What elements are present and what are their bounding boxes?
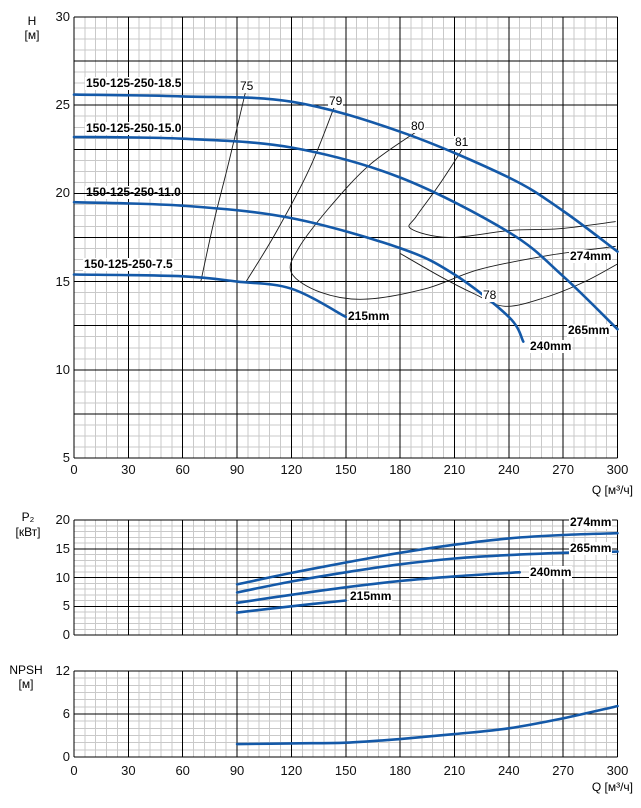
x-tick-label: 210 bbox=[443, 462, 466, 477]
curve-240mm bbox=[235, 571, 521, 605]
x-tick-label: 270 bbox=[552, 462, 574, 477]
head-axis-unit: [м] bbox=[24, 28, 40, 42]
efficiency-contour-80 bbox=[289, 131, 616, 300]
efficiency-contour-75 bbox=[200, 89, 247, 282]
curve-label-model-18-5: 150-125-250-18.5 bbox=[85, 76, 183, 90]
x-tick-label: 0 bbox=[70, 763, 78, 778]
curve-label-265mm-power: 265mm bbox=[569, 541, 613, 555]
curve-label-265mm-head: 265mm bbox=[567, 323, 611, 337]
x-tick-label: 300 bbox=[606, 763, 629, 778]
curve-label-240mm-power: 240mm bbox=[529, 565, 573, 579]
x-tick-label: 270 bbox=[552, 763, 574, 778]
x-tick-label: 30 bbox=[121, 462, 136, 477]
power-axis-unit: [кВт] bbox=[15, 525, 41, 539]
x-tick-label: 0 bbox=[70, 462, 78, 477]
flow-axis-title-bottom: Q [м³/ч] bbox=[591, 780, 633, 794]
npsh-axis-unit: [м] bbox=[18, 677, 34, 691]
x-tick-label: 150 bbox=[334, 763, 357, 778]
y-tick-label: 20 bbox=[55, 185, 70, 201]
x-tick-label: 30 bbox=[121, 763, 136, 778]
gridline-over-label bbox=[84, 193, 188, 194]
x-tick-label: 240 bbox=[497, 462, 520, 477]
x-tick-label: 120 bbox=[280, 763, 303, 778]
npsh-axis-title: NPSH bbox=[9, 663, 43, 677]
y-tick-label: 20 bbox=[55, 512, 70, 527]
efficiency-label-81: 81 bbox=[454, 135, 470, 149]
y-tick-label: 10 bbox=[55, 361, 70, 377]
x-tick-label: 300 bbox=[606, 462, 629, 477]
curve-label-274mm-head: 274mm bbox=[569, 249, 613, 263]
curve-label-model-7-5: 150-125-250-7.5 bbox=[83, 257, 174, 271]
curve-265mm bbox=[235, 550, 619, 594]
y-tick-label: 15 bbox=[55, 540, 70, 556]
x-tick-label: 240 bbox=[497, 763, 520, 778]
efficiency-contour-79 bbox=[245, 105, 336, 282]
curve-215mm bbox=[72, 273, 348, 319]
curve-label-274mm-power: 274mm bbox=[569, 515, 613, 529]
x-tick-label: 60 bbox=[175, 462, 190, 477]
curve-265mm bbox=[72, 135, 619, 331]
curve-label-model-11-0: 150-125-250-11.0 bbox=[85, 185, 182, 199]
x-tick-label: 180 bbox=[389, 763, 411, 778]
x-tick-label: 210 bbox=[443, 763, 466, 778]
y-tick-label: 30 bbox=[55, 9, 70, 24]
x-tick-label: 120 bbox=[280, 462, 303, 477]
curve-274mm bbox=[72, 93, 619, 253]
efficiency-label-75: 75 bbox=[239, 79, 255, 93]
y-tick-label: 25 bbox=[55, 97, 70, 113]
power-axis-title: P₂ bbox=[21, 510, 35, 524]
curve-240mm bbox=[72, 200, 525, 343]
y-tick-label: 10 bbox=[55, 569, 70, 585]
efficiency-label-79: 79 bbox=[328, 94, 344, 108]
efficiency-label-78: 78 bbox=[482, 288, 498, 302]
head-axis-title: H bbox=[27, 14, 37, 28]
curve-label-215mm-power: 215mm bbox=[349, 589, 393, 603]
efficiency-contour-78 bbox=[399, 253, 618, 307]
curve-label-model-15-0: 150-125-250-15.0 bbox=[85, 121, 183, 135]
y-tick-label: 5 bbox=[62, 450, 70, 465]
y-tick-label: 15 bbox=[55, 273, 70, 289]
x-tick-label: 180 bbox=[389, 462, 411, 477]
curve-274mm bbox=[235, 531, 619, 586]
x-tick-label: 60 bbox=[175, 763, 190, 778]
y-tick-label: 5 bbox=[62, 598, 70, 614]
y-tick-label: 0 bbox=[62, 749, 70, 764]
curve-label-215mm-head: 215mm bbox=[347, 309, 391, 323]
y-tick-label: 12 bbox=[55, 662, 70, 678]
efficiency-label-80: 80 bbox=[410, 119, 426, 133]
y-tick-label: 6 bbox=[62, 705, 70, 721]
curve-NPSH bbox=[235, 704, 619, 746]
efficiency-contour-81 bbox=[408, 147, 616, 238]
x-tick-label: 90 bbox=[229, 462, 245, 477]
x-tick-label: 150 bbox=[334, 462, 357, 477]
flow-axis-title-top: Q [м³/ч] bbox=[591, 483, 633, 497]
curve-label-240mm-head: 240mm bbox=[529, 339, 573, 353]
curve-215mm bbox=[235, 599, 348, 614]
y-tick-label: 0 bbox=[62, 627, 70, 642]
x-tick-label: 90 bbox=[229, 763, 245, 778]
